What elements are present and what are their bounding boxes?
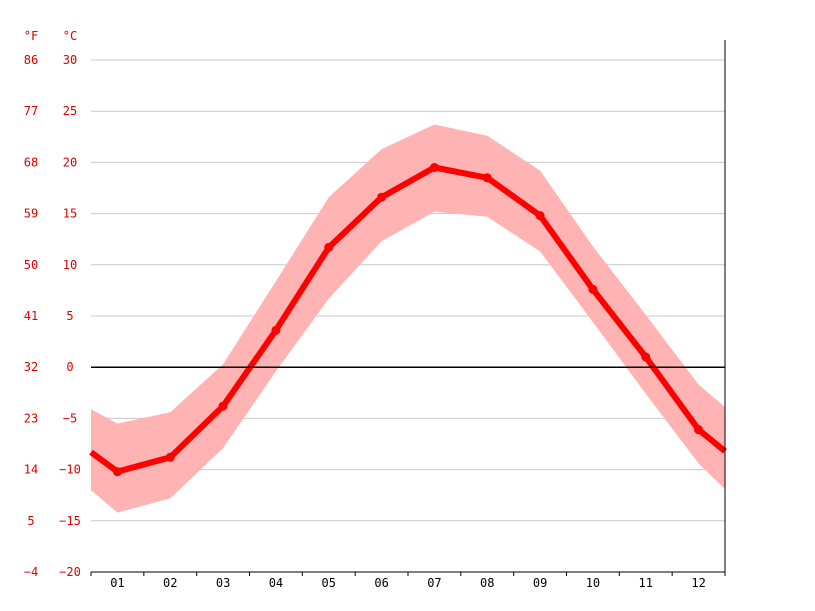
x-tick-label: 04 <box>269 576 283 590</box>
x-tick-label: 03 <box>216 576 230 590</box>
y-tick-fahrenheit: 86 <box>24 53 38 67</box>
data-point <box>218 401 228 411</box>
data-point <box>112 467 122 477</box>
axes <box>90 40 726 576</box>
data-point <box>165 452 175 462</box>
y-tick-fahrenheit: −4 <box>24 565 38 579</box>
y-tick-celsius: 5 <box>66 309 73 323</box>
y-tick-fahrenheit: 23 <box>24 411 38 425</box>
data-point <box>429 163 439 173</box>
y-tick-fahrenheit: 14 <box>24 463 38 477</box>
x-tick-label: 06 <box>374 576 388 590</box>
y-tick-fahrenheit: 59 <box>24 207 38 221</box>
x-tick-label: 11 <box>639 576 653 590</box>
y-tick-celsius: 0 <box>66 360 73 374</box>
y-tick-celsius: −20 <box>59 565 81 579</box>
x-tick-label: 10 <box>586 576 600 590</box>
mean-temperature-line <box>89 164 727 475</box>
x-tick-label: 05 <box>322 576 336 590</box>
data-point <box>641 352 651 362</box>
temperature-range-band <box>91 124 725 513</box>
y-tick-celsius: 25 <box>63 104 77 118</box>
data-point <box>535 211 545 221</box>
y-tick-celsius: 20 <box>63 155 77 169</box>
y-tick-fahrenheit: 32 <box>24 360 38 374</box>
x-tick-label: 02 <box>163 576 177 590</box>
y-tick-fahrenheit: 68 <box>24 155 38 169</box>
x-tick-label: 07 <box>427 576 441 590</box>
data-point <box>271 325 281 335</box>
y-tick-celsius: −5 <box>63 411 77 425</box>
tick-labels: 86 30 77 25 68 20 59 15 50 10 41 5 32 0 23 −5 14 −10 5 −15 −… <box>24 53 706 590</box>
y-tick-celsius: 15 <box>63 207 77 221</box>
range-band-area <box>91 124 725 513</box>
data-point <box>588 284 598 294</box>
y-tick-celsius: 10 <box>63 258 77 272</box>
y-tick-fahrenheit: 41 <box>24 309 38 323</box>
y-tick-fahrenheit: 77 <box>24 104 38 118</box>
celsius-unit-label: °C <box>63 29 77 43</box>
y-tick-celsius: −10 <box>59 463 81 477</box>
y-tick-celsius: 30 <box>63 53 77 67</box>
x-tick-label: 01 <box>110 576 124 590</box>
data-point <box>482 173 492 183</box>
temperature-line-group <box>89 163 727 477</box>
y-tick-fahrenheit: 5 <box>27 514 34 528</box>
x-tick-label: 08 <box>480 576 494 590</box>
y-tick-fahrenheit: 50 <box>24 258 38 272</box>
x-tick-label: 12 <box>691 576 705 590</box>
data-point <box>324 242 334 252</box>
data-point <box>694 425 704 435</box>
y-tick-celsius: −15 <box>59 514 81 528</box>
data-point <box>377 192 387 202</box>
fahrenheit-unit-label: °F <box>24 29 38 43</box>
x-tick-label: 09 <box>533 576 547 590</box>
